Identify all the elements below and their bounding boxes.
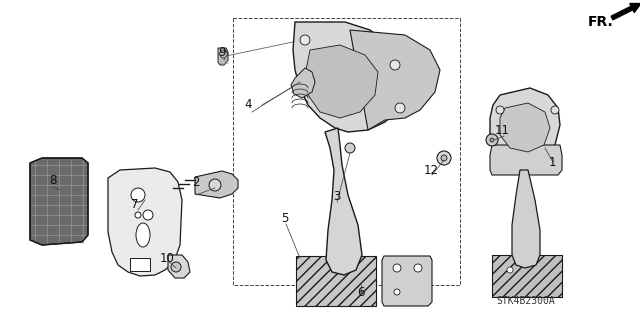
Circle shape [486, 134, 498, 146]
Circle shape [393, 264, 401, 272]
Circle shape [135, 212, 141, 218]
Circle shape [441, 155, 447, 161]
Text: 6: 6 [357, 286, 365, 299]
Circle shape [390, 60, 400, 70]
Circle shape [345, 143, 355, 153]
Polygon shape [325, 128, 362, 275]
Text: 10: 10 [159, 251, 175, 264]
Polygon shape [30, 158, 88, 245]
Polygon shape [512, 170, 540, 268]
Text: 11: 11 [495, 123, 509, 137]
Ellipse shape [136, 223, 150, 247]
Polygon shape [382, 256, 432, 306]
Text: FR.: FR. [588, 15, 614, 29]
Bar [233, 18, 460, 285]
Polygon shape [500, 103, 550, 152]
Text: 7: 7 [131, 197, 139, 211]
Text: 9: 9 [218, 47, 226, 60]
Text: 2: 2 [192, 176, 200, 189]
Circle shape [551, 106, 559, 114]
Circle shape [131, 188, 145, 202]
Circle shape [394, 289, 400, 295]
Circle shape [209, 179, 221, 191]
Polygon shape [168, 255, 190, 278]
Polygon shape [291, 68, 315, 98]
Circle shape [507, 267, 513, 273]
Circle shape [437, 151, 451, 165]
Circle shape [490, 138, 494, 142]
Polygon shape [219, 50, 228, 58]
Text: 4: 4 [244, 99, 252, 112]
Circle shape [143, 210, 153, 220]
Circle shape [171, 262, 181, 272]
Polygon shape [108, 168, 182, 276]
Circle shape [395, 103, 405, 113]
Text: STK4B2300A: STK4B2300A [496, 296, 555, 306]
FancyArrow shape [611, 4, 640, 20]
Polygon shape [490, 145, 562, 175]
Circle shape [300, 35, 310, 45]
FancyBboxPatch shape [296, 256, 376, 306]
Polygon shape [218, 48, 228, 65]
Text: 3: 3 [333, 189, 340, 203]
Text: 8: 8 [49, 174, 57, 188]
Polygon shape [490, 88, 560, 165]
Circle shape [496, 106, 504, 114]
Circle shape [414, 264, 422, 272]
FancyBboxPatch shape [492, 255, 562, 297]
Text: 5: 5 [282, 211, 289, 225]
Polygon shape [293, 22, 408, 132]
Polygon shape [305, 45, 378, 118]
Text: 12: 12 [424, 164, 438, 176]
Text: 1: 1 [548, 155, 556, 168]
FancyBboxPatch shape [130, 258, 150, 271]
Polygon shape [350, 30, 440, 130]
Polygon shape [195, 171, 238, 198]
